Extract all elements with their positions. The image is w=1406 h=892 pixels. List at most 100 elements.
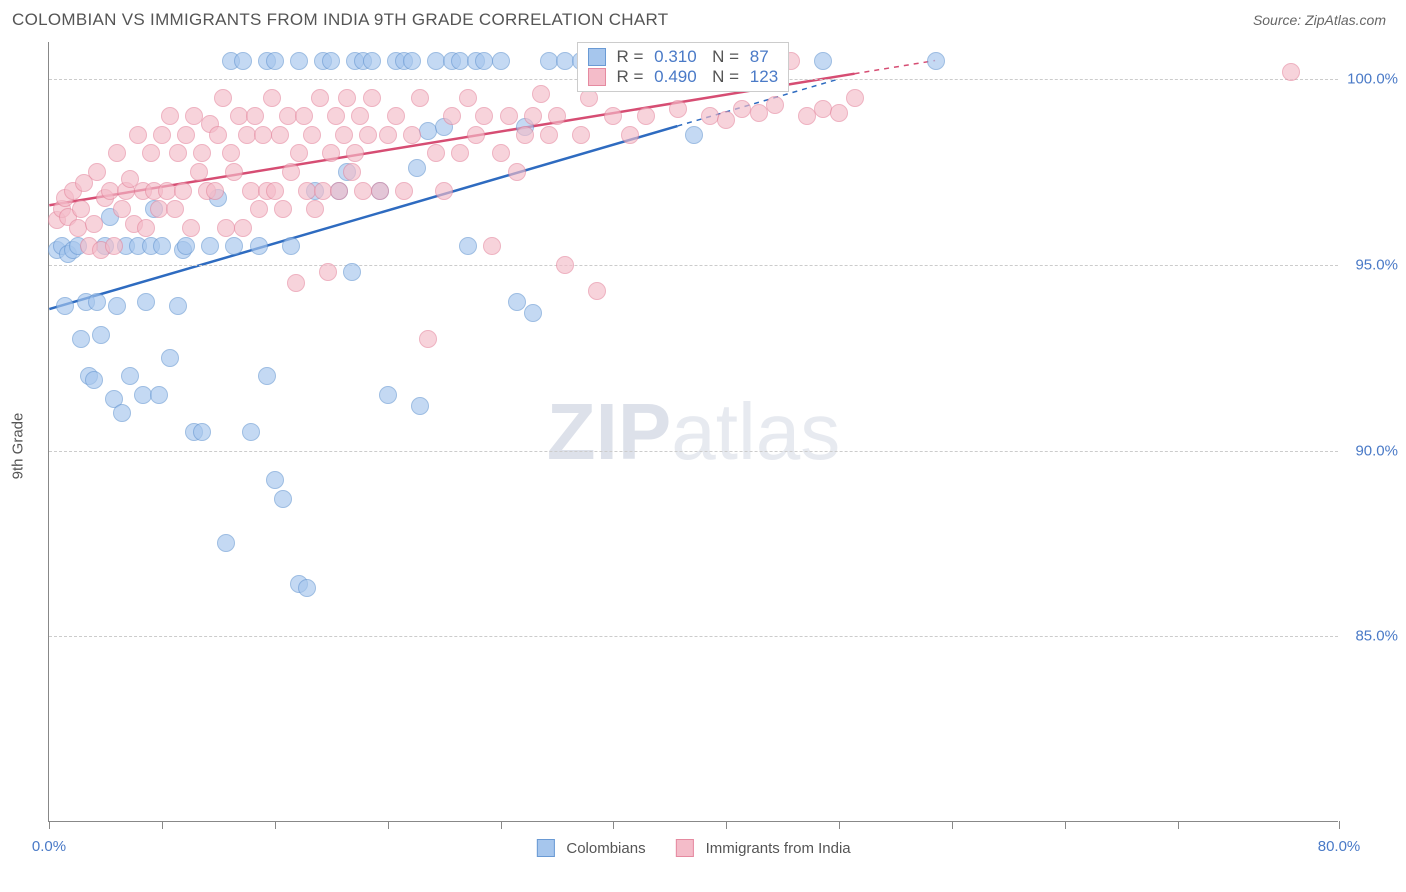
x-tick [162, 821, 163, 829]
data-point-colombians [85, 371, 103, 389]
data-point-india [846, 89, 864, 107]
data-point-india [540, 126, 558, 144]
r-value: 0.310 [654, 47, 697, 67]
r-label: R = [616, 47, 648, 67]
data-point-india [621, 126, 639, 144]
data-point-colombians [88, 293, 106, 311]
data-point-india [532, 85, 550, 103]
data-point-india [379, 126, 397, 144]
data-point-india [637, 107, 655, 125]
data-point-india [303, 126, 321, 144]
data-point-india [250, 200, 268, 218]
n-label: N = [703, 67, 744, 87]
data-point-india [411, 89, 429, 107]
data-point-colombians [492, 52, 510, 70]
data-point-colombians [201, 237, 219, 255]
data-point-colombians [282, 237, 300, 255]
data-point-colombians [685, 126, 703, 144]
data-point-india [338, 89, 356, 107]
data-point-india [72, 200, 90, 218]
n-value: 123 [750, 67, 778, 87]
data-point-india [177, 126, 195, 144]
data-point-india [814, 100, 832, 118]
series-legend-label: Immigrants from India [706, 840, 851, 857]
correlation-legend-row: R = 0.490 N = 123 [588, 67, 778, 87]
data-point-india [717, 111, 735, 129]
data-point-india [105, 237, 123, 255]
x-tick [49, 821, 50, 829]
data-point-india [137, 219, 155, 237]
data-point-colombians [258, 367, 276, 385]
data-point-colombians [169, 297, 187, 315]
correlation-legend-row: R = 0.310 N = 87 [588, 47, 778, 67]
data-point-india [85, 215, 103, 233]
data-point-india [604, 107, 622, 125]
x-tick [501, 821, 502, 829]
gridline [49, 451, 1338, 452]
data-point-india [467, 126, 485, 144]
data-point-india [483, 237, 501, 255]
data-point-india [387, 107, 405, 125]
data-point-india [271, 126, 289, 144]
chart-header: COLOMBIAN VS IMMIGRANTS FROM INDIA 9TH G… [0, 0, 1406, 36]
gridline [49, 636, 1338, 637]
y-axis-label: 9th Grade [10, 413, 27, 480]
data-point-colombians [242, 423, 260, 441]
data-point-colombians [153, 237, 171, 255]
data-point-india [830, 104, 848, 122]
data-point-colombians [266, 52, 284, 70]
data-point-india [343, 163, 361, 181]
n-label: N = [703, 47, 744, 67]
data-point-india [548, 107, 566, 125]
data-point-india [182, 219, 200, 237]
data-point-india [435, 182, 453, 200]
data-point-india [363, 89, 381, 107]
data-point-india [190, 163, 208, 181]
data-point-india [214, 89, 232, 107]
x-tick [613, 821, 614, 829]
n-value: 87 [750, 47, 769, 67]
data-point-india [287, 274, 305, 292]
data-point-india [701, 107, 719, 125]
data-point-india [129, 126, 147, 144]
data-point-colombians [150, 386, 168, 404]
data-point-india [327, 107, 345, 125]
data-point-india [234, 219, 252, 237]
data-point-india [266, 182, 284, 200]
data-point-india [443, 107, 461, 125]
data-point-india [222, 144, 240, 162]
r-value: 0.490 [654, 67, 697, 87]
data-point-colombians [113, 404, 131, 422]
data-point-india [669, 100, 687, 118]
x-tick [388, 821, 389, 829]
y-tick-label: 95.0% [1355, 256, 1398, 273]
data-point-india [403, 126, 421, 144]
data-point-colombians [266, 471, 284, 489]
data-point-colombians [927, 52, 945, 70]
data-point-colombians [161, 349, 179, 367]
data-point-india [306, 200, 324, 218]
data-point-india [174, 182, 192, 200]
data-point-india [290, 144, 308, 162]
data-point-india [161, 107, 179, 125]
x-tick-label: 0.0% [32, 838, 66, 855]
x-tick [1178, 821, 1179, 829]
data-point-colombians [72, 330, 90, 348]
data-point-india [419, 330, 437, 348]
data-point-india [330, 182, 348, 200]
legend-swatch [588, 68, 606, 86]
data-point-colombians [322, 52, 340, 70]
watermark: ZIPatlas [547, 386, 840, 478]
data-point-colombians [814, 52, 832, 70]
watermark-rest: atlas [671, 387, 840, 476]
data-point-india [459, 89, 477, 107]
data-point-india [766, 96, 784, 114]
data-point-india [295, 107, 313, 125]
x-tick [726, 821, 727, 829]
series-legend-item: Colombians [536, 839, 645, 857]
data-point-india [524, 107, 542, 125]
data-point-india [451, 144, 469, 162]
r-label: R = [616, 67, 648, 87]
data-point-colombians [379, 386, 397, 404]
data-point-india [371, 182, 389, 200]
